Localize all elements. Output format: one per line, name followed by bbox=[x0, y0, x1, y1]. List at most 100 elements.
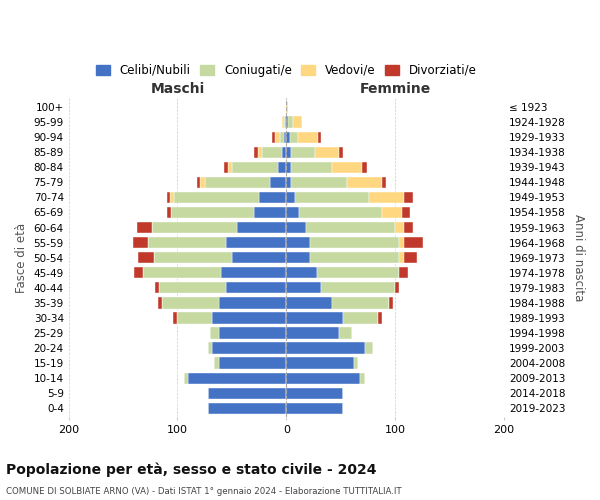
Bar bbox=[232, 252, 286, 264]
Bar bbox=[290, 162, 332, 173]
Bar bbox=[286, 222, 306, 233]
Bar bbox=[167, 192, 170, 203]
Bar bbox=[284, 132, 286, 143]
Bar bbox=[227, 162, 232, 173]
Bar bbox=[205, 176, 270, 188]
Bar bbox=[219, 328, 286, 338]
Bar bbox=[369, 192, 404, 203]
Bar bbox=[286, 162, 290, 173]
Bar bbox=[148, 237, 226, 248]
Bar bbox=[159, 282, 226, 294]
Bar bbox=[389, 297, 393, 308]
Bar bbox=[280, 132, 284, 143]
Bar bbox=[286, 388, 343, 399]
Bar bbox=[174, 192, 259, 203]
Bar bbox=[162, 297, 219, 308]
Bar bbox=[332, 297, 389, 308]
Bar bbox=[306, 222, 395, 233]
Bar bbox=[290, 132, 298, 143]
Bar bbox=[395, 282, 400, 294]
Bar bbox=[400, 237, 404, 248]
Bar bbox=[219, 358, 286, 369]
Y-axis label: Anni di nascita: Anni di nascita bbox=[572, 214, 585, 302]
Bar bbox=[155, 282, 159, 294]
Bar bbox=[286, 132, 290, 143]
Text: Popolazione per età, sesso e stato civile - 2024: Popolazione per età, sesso e stato civil… bbox=[6, 462, 377, 477]
Bar bbox=[254, 146, 258, 158]
Bar bbox=[210, 328, 219, 338]
Bar bbox=[178, 312, 212, 324]
Bar bbox=[286, 297, 332, 308]
Bar bbox=[310, 237, 400, 248]
Bar bbox=[347, 176, 382, 188]
Bar bbox=[258, 146, 262, 158]
Bar bbox=[404, 252, 417, 264]
Bar bbox=[214, 358, 219, 369]
Bar bbox=[338, 328, 352, 338]
Bar bbox=[286, 146, 290, 158]
Bar bbox=[285, 116, 286, 128]
Bar bbox=[317, 267, 400, 278]
Bar bbox=[275, 132, 280, 143]
Bar bbox=[293, 116, 302, 128]
Bar bbox=[286, 342, 365, 353]
Bar bbox=[286, 252, 310, 264]
Bar bbox=[171, 207, 254, 218]
Bar bbox=[208, 388, 286, 399]
Bar bbox=[286, 192, 295, 203]
Bar bbox=[238, 222, 286, 233]
Bar bbox=[365, 342, 373, 353]
Bar bbox=[219, 297, 286, 308]
Bar bbox=[289, 116, 293, 128]
Bar bbox=[154, 252, 232, 264]
Bar bbox=[332, 162, 362, 173]
Bar bbox=[286, 267, 317, 278]
Bar bbox=[284, 116, 285, 128]
Bar bbox=[226, 282, 286, 294]
Bar bbox=[298, 132, 318, 143]
Text: Femmine: Femmine bbox=[359, 82, 431, 96]
Bar bbox=[401, 207, 410, 218]
Bar bbox=[338, 146, 343, 158]
Bar bbox=[400, 252, 404, 264]
Bar bbox=[343, 312, 378, 324]
Bar bbox=[286, 102, 289, 112]
Bar bbox=[133, 237, 148, 248]
Bar bbox=[272, 132, 275, 143]
Bar bbox=[286, 116, 289, 128]
Bar bbox=[152, 222, 238, 233]
Bar bbox=[286, 328, 338, 338]
Bar bbox=[259, 192, 286, 203]
Bar bbox=[167, 207, 171, 218]
Bar bbox=[208, 342, 212, 353]
Bar bbox=[232, 162, 278, 173]
Bar bbox=[314, 146, 338, 158]
Bar bbox=[134, 267, 143, 278]
Bar bbox=[318, 132, 321, 143]
Y-axis label: Fasce di età: Fasce di età bbox=[15, 222, 28, 292]
Bar bbox=[139, 252, 154, 264]
Bar bbox=[286, 176, 290, 188]
Bar bbox=[158, 297, 162, 308]
Bar bbox=[404, 237, 424, 248]
Bar bbox=[290, 146, 314, 158]
Bar bbox=[395, 222, 404, 233]
Bar bbox=[286, 237, 310, 248]
Bar bbox=[254, 207, 286, 218]
Bar bbox=[278, 162, 286, 173]
Bar bbox=[286, 282, 321, 294]
Bar bbox=[290, 176, 347, 188]
Bar bbox=[378, 312, 382, 324]
Bar bbox=[354, 358, 358, 369]
Bar bbox=[282, 146, 286, 158]
Bar bbox=[362, 162, 367, 173]
Bar bbox=[221, 267, 286, 278]
Bar bbox=[170, 192, 174, 203]
Bar bbox=[226, 237, 286, 248]
Bar bbox=[382, 176, 386, 188]
Bar bbox=[321, 282, 395, 294]
Bar bbox=[270, 176, 286, 188]
Bar bbox=[404, 192, 413, 203]
Bar bbox=[200, 176, 205, 188]
Bar bbox=[197, 176, 200, 188]
